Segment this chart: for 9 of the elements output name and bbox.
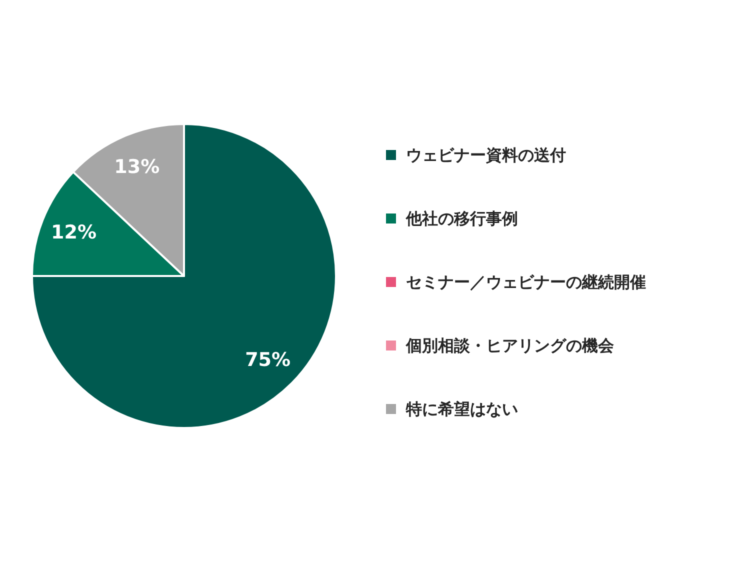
data-label: 13% (114, 156, 160, 178)
data-label: 75% (245, 348, 291, 371)
legend-label: 特に希望はない (405, 400, 518, 418)
legend-label: 個別相談・ヒアリングの機会 (405, 336, 615, 355)
legend-label: ウェビナー資料の送付 (406, 146, 566, 164)
legend-label: 他社の移行事例 (405, 209, 518, 228)
legend-label: セミナー／ウェビナーの継続開催 (406, 272, 646, 292)
pie-slice (31, 123, 337, 429)
data-label: 12% (51, 221, 97, 244)
